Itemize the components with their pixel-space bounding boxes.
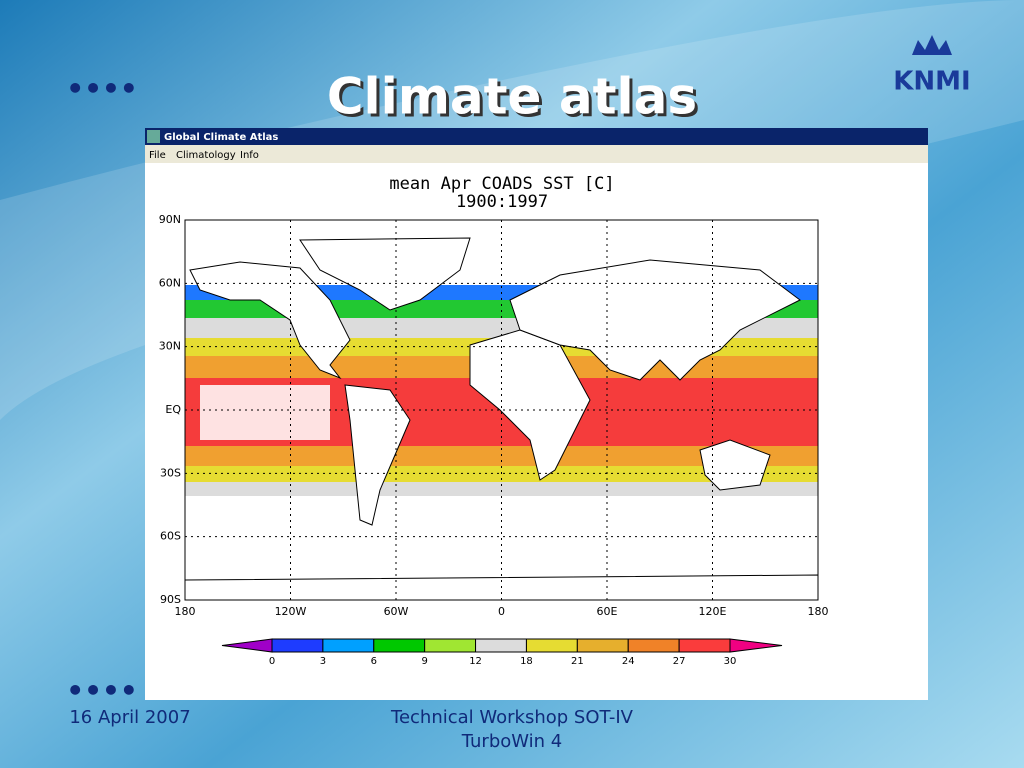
lat-label: 90S [160,593,181,606]
lat-label: 60S [160,530,181,543]
colorbar-segment [373,638,426,653]
title: Climate atlas [327,68,697,126]
lat-label: 30S [160,466,181,479]
footer-date: 16 April 2007 [69,707,190,728]
colorbar-label: 27 [673,656,686,667]
menu-bar [145,145,928,163]
menu-item: Info [240,150,259,161]
lat-label: 60N [159,276,181,289]
colorbar-label: 18 [520,656,533,667]
menu-item: Climatology [176,150,236,161]
colorbar-segment [678,638,731,653]
lon-label: 120E [699,605,727,618]
map [185,220,818,600]
lon-label: 60W [384,605,409,618]
dots: •••• [66,72,138,105]
lon-label: 60E [597,605,618,618]
colorbar-label: 12 [469,656,482,667]
colorbar-label: 6 [371,656,377,667]
colorbar-segment [271,638,324,653]
dots: •••• [66,674,138,707]
lat-label: 30N [159,340,181,353]
colorbar-label: 30 [724,656,737,667]
lat-label: 90N [159,213,181,226]
map-title: mean Apr COADS SST [C] [389,174,614,194]
window-title: Global Climate Atlas [164,132,278,143]
lon-label: 180 [175,605,196,618]
lon-label: 0 [498,605,505,618]
colorbar-segment [525,638,578,653]
colorbar-segment [322,638,375,653]
footer-text: Technical Workshop SOT-IV [390,707,634,728]
window-icon [147,130,160,143]
colorbar-segment [424,638,477,653]
logo-text: KNMI [893,67,970,97]
window-titlebar [145,128,928,145]
footer-text: TurboWin 4 [461,731,563,752]
colorbar-label: 0 [269,656,275,667]
colorbar-label: 9 [421,656,427,667]
title-shadow: Climate atlas [330,71,700,129]
lon-label: 120W [275,605,307,618]
colorbar-segment [475,638,527,653]
menu-item: File [149,150,166,161]
colorbar-end [729,638,783,653]
colorbar-segment [576,638,629,653]
logo: KNMI [893,35,971,97]
colorbar-label: 21 [571,656,584,667]
colorbar-label: 24 [622,656,635,667]
colorbar-segment [627,638,680,653]
map-subtitle: 1900:1997 [456,192,548,212]
map-frame [184,219,819,601]
background-swirl [0,0,1024,500]
lon-label: 180 [808,605,829,618]
lat-label: EQ [165,403,181,416]
colorbar-label: 3 [320,656,326,667]
